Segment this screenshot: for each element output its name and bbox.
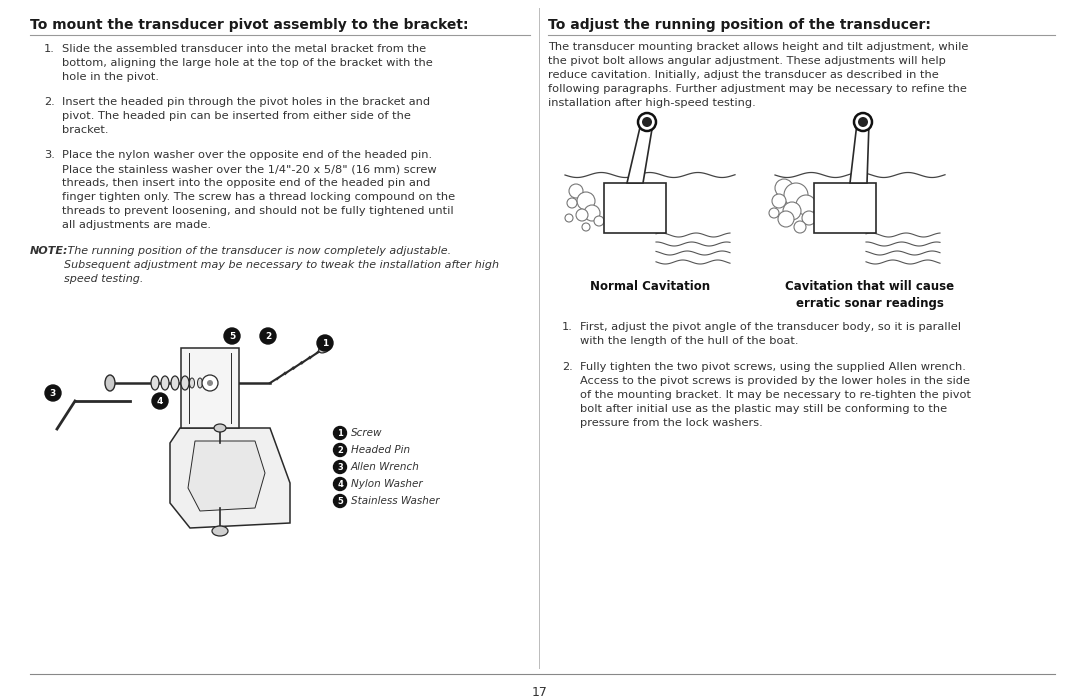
Ellipse shape (214, 424, 226, 432)
Text: Normal Cavitation: Normal Cavitation (590, 280, 710, 293)
Text: 5: 5 (229, 332, 235, 341)
Circle shape (224, 328, 240, 344)
Text: 4: 4 (157, 397, 163, 406)
Circle shape (594, 216, 604, 226)
Ellipse shape (171, 376, 179, 390)
Circle shape (45, 385, 60, 401)
Circle shape (565, 214, 573, 222)
Ellipse shape (212, 526, 228, 536)
Ellipse shape (181, 376, 189, 390)
Circle shape (784, 183, 808, 207)
Text: Insert the headed pin through the pivot holes in the bracket and
pivot. The head: Insert the headed pin through the pivot … (62, 97, 430, 135)
Polygon shape (627, 123, 653, 183)
Circle shape (577, 192, 595, 210)
Text: 5: 5 (337, 497, 343, 506)
Text: 1.: 1. (44, 44, 55, 54)
Text: To mount the transducer pivot assembly to the bracket:: To mount the transducer pivot assembly t… (30, 18, 469, 32)
Text: Headed Pin: Headed Pin (351, 445, 410, 455)
Text: 2: 2 (337, 446, 343, 455)
Circle shape (775, 179, 793, 197)
FancyBboxPatch shape (181, 348, 239, 428)
Polygon shape (170, 428, 291, 528)
Text: 3.: 3. (44, 150, 55, 160)
Text: Screw: Screw (351, 428, 382, 438)
Text: First, adjust the pivot angle of the transducer body, so it is parallel
with the: First, adjust the pivot angle of the tra… (580, 322, 961, 346)
Circle shape (334, 426, 347, 440)
Circle shape (769, 208, 779, 218)
Text: 1.: 1. (562, 322, 572, 332)
Circle shape (334, 443, 347, 456)
Circle shape (802, 211, 816, 225)
FancyBboxPatch shape (604, 183, 666, 233)
Circle shape (638, 113, 656, 131)
Text: 1: 1 (322, 339, 328, 348)
Text: 3: 3 (50, 389, 56, 398)
Circle shape (642, 117, 652, 127)
Polygon shape (188, 441, 265, 511)
Ellipse shape (319, 343, 332, 353)
Text: 4: 4 (337, 480, 343, 489)
Text: To adjust the running position of the transducer:: To adjust the running position of the tr… (548, 18, 931, 32)
Circle shape (334, 477, 347, 491)
Circle shape (152, 393, 168, 409)
Circle shape (584, 205, 600, 221)
Text: Cavitation that will cause
erratic sonar readings: Cavitation that will cause erratic sonar… (785, 280, 955, 310)
Circle shape (260, 328, 276, 344)
Ellipse shape (151, 376, 159, 390)
Circle shape (567, 198, 577, 208)
Text: 2: 2 (265, 332, 271, 341)
Ellipse shape (105, 375, 114, 391)
Circle shape (858, 117, 868, 127)
Polygon shape (850, 123, 869, 183)
Text: Slide the assembled transducer into the metal bracket from the
bottom, aligning : Slide the assembled transducer into the … (62, 44, 433, 82)
FancyBboxPatch shape (814, 183, 876, 233)
Text: 3: 3 (337, 463, 342, 472)
Text: The running position of the transducer is now completely adjustable.
Subsequent : The running position of the transducer i… (64, 246, 499, 284)
Circle shape (854, 113, 872, 131)
Circle shape (576, 209, 588, 221)
Text: Nylon Washer: Nylon Washer (351, 479, 422, 489)
Text: Place the nylon washer over the opposite end of the headed pin.
Place the stainl: Place the nylon washer over the opposite… (62, 150, 455, 230)
Text: 1: 1 (337, 429, 343, 438)
Ellipse shape (161, 376, 168, 390)
Circle shape (794, 221, 806, 233)
Circle shape (334, 494, 347, 507)
Text: The transducer mounting bracket allows height and tilt adjustment, while
the piv: The transducer mounting bracket allows h… (548, 42, 969, 108)
Circle shape (783, 202, 801, 220)
Text: 2.: 2. (44, 97, 55, 107)
Text: Fully tighten the two pivot screws, using the supplied Allen wrench.
Access to t: Fully tighten the two pivot screws, usin… (580, 362, 971, 428)
Circle shape (569, 184, 583, 198)
Text: Allen Wrench: Allen Wrench (351, 462, 420, 472)
Circle shape (318, 335, 333, 351)
Circle shape (202, 375, 218, 391)
Ellipse shape (205, 378, 211, 388)
Circle shape (334, 461, 347, 473)
Circle shape (796, 195, 816, 215)
Circle shape (207, 380, 213, 386)
Text: NOTE:: NOTE: (30, 246, 68, 256)
Ellipse shape (189, 378, 194, 388)
Text: 2.: 2. (562, 362, 572, 372)
Circle shape (778, 211, 794, 227)
Ellipse shape (198, 378, 203, 388)
Circle shape (772, 194, 786, 208)
Text: Stainless Washer: Stainless Washer (351, 496, 440, 506)
Text: 17: 17 (532, 686, 548, 698)
Circle shape (582, 223, 590, 231)
